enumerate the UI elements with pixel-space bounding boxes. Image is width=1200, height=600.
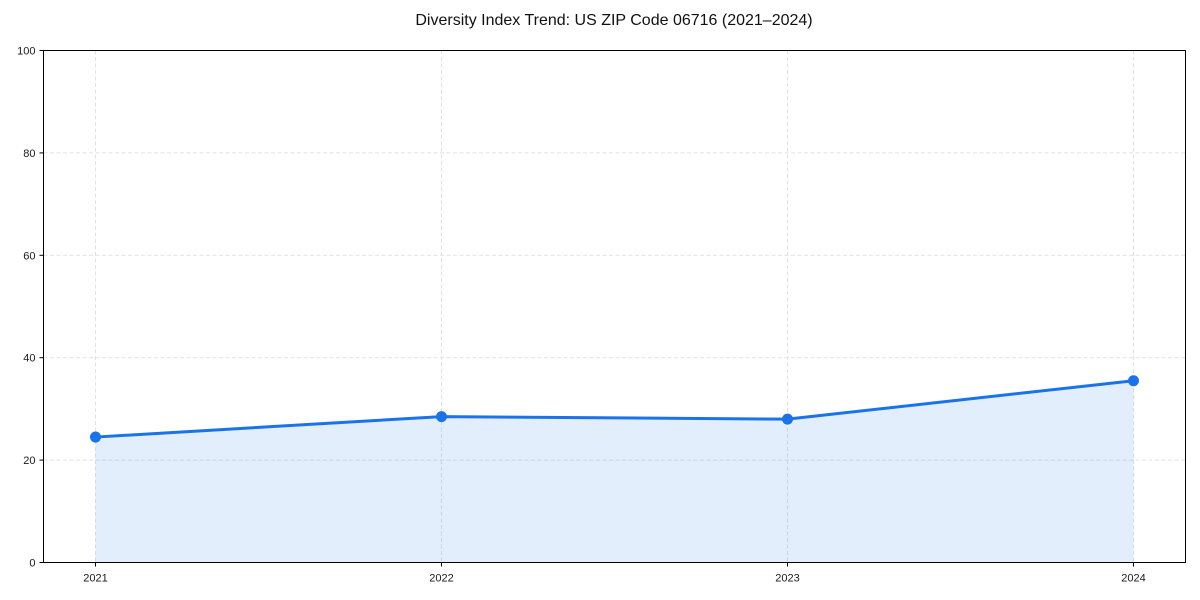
plot-border xyxy=(43,50,1186,563)
data-point xyxy=(90,431,101,443)
x-tick-label: 2022 xyxy=(429,573,453,585)
data-point xyxy=(782,413,793,425)
y-tick-label: 80 xyxy=(23,148,35,160)
y-tick-label: 60 xyxy=(23,250,35,262)
x-tick-label: 2024 xyxy=(1121,573,1145,585)
x-tick-label: 2021 xyxy=(83,573,107,585)
y-tick-label: 20 xyxy=(23,455,35,467)
chart-title: Diversity Index Trend: US ZIP Code 06716… xyxy=(415,12,813,29)
data-point xyxy=(1128,375,1139,387)
y-tick-label: 40 xyxy=(23,353,35,365)
x-tick-label: 2023 xyxy=(775,573,799,585)
trend-line xyxy=(94,379,1135,439)
area-fill xyxy=(95,380,1134,563)
data-point xyxy=(436,411,447,423)
y-tick-label: 100 xyxy=(17,46,35,58)
y-tick-label: 0 xyxy=(29,558,35,570)
